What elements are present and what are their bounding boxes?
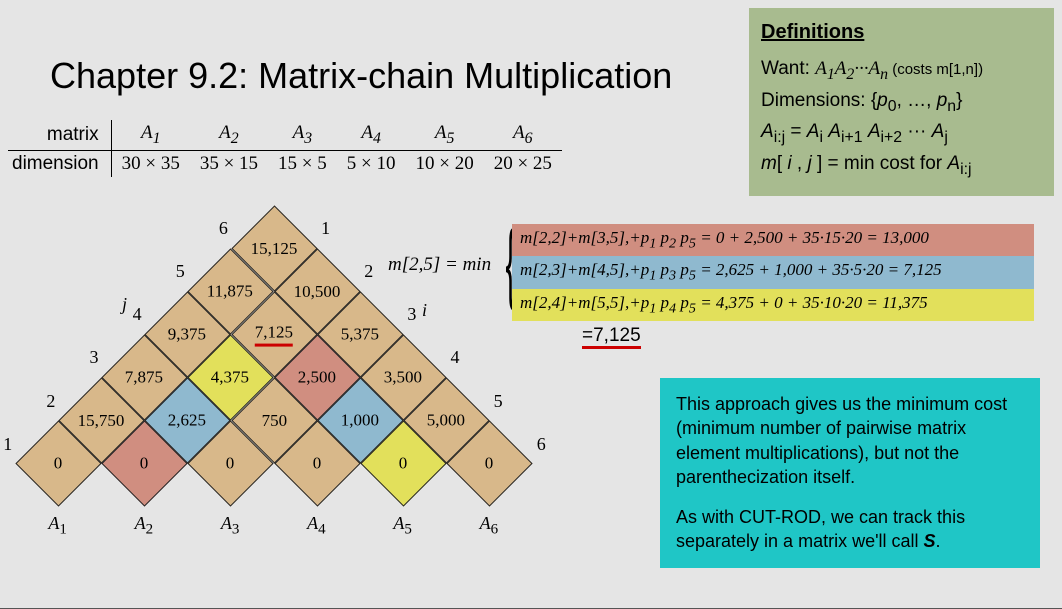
dim-row-dimension: dimension 30 × 35 35 × 15 15 × 5 5 × 10 …: [8, 150, 562, 177]
note-p2: As with CUT-ROD, we can track this separ…: [676, 505, 1024, 554]
dp-triangle: m j i 15,12511,87510,5009,3757,1255,3757…: [22, 210, 582, 590]
j-index: 6: [219, 218, 228, 239]
explanation-note: This approach gives us the minimum cost …: [660, 378, 1040, 568]
min-case-row: m[2,4]+m[5,5],+p1 p4 p5 = 4,375 + 0 + 35…: [512, 289, 1034, 321]
matrix-label: A5: [393, 513, 412, 539]
definitions-panel: Definitions Want: A1A2···An (costs m[1,n…: [749, 8, 1054, 196]
def-want: Want: A1A2···An (costs m[1,n]): [761, 55, 1042, 87]
matrix-label: A1: [48, 513, 67, 539]
i-index: 4: [451, 347, 460, 368]
matrix-label: A2: [135, 513, 154, 539]
note-p1: This approach gives us the minimum cost …: [676, 392, 1024, 489]
j-index: 1: [3, 434, 12, 455]
min-case-row: m[2,3]+m[4,5],+p1 p3 p5 = 2,625 + 1,000 …: [512, 256, 1034, 288]
i-index: 3: [407, 304, 416, 325]
matrix-label: A3: [221, 513, 240, 539]
matrix-label: A4: [307, 513, 326, 539]
i-label: i: [422, 300, 427, 321]
matrix-label: A6: [480, 513, 499, 539]
min-result: =7,125: [582, 325, 641, 347]
def-want-expr: A1A2···An: [815, 58, 888, 79]
i-index: 6: [537, 434, 546, 455]
j-index: 2: [46, 391, 55, 412]
def-mij: m[ i , j ] = min cost for Ai:j: [761, 150, 1042, 182]
j-index: 3: [89, 347, 98, 368]
j-index: 4: [133, 304, 142, 325]
i-index: 5: [494, 391, 503, 412]
j-index: 5: [176, 261, 185, 282]
dimension-table: matrix A1 A2 A3 A4 A5 A6 dimension 30 × …: [8, 120, 562, 177]
j-label: j: [122, 294, 127, 315]
min-case-row: m[2,2]+m[3,5],+p1 p2 p5 = 0 + 2,500 + 35…: [512, 224, 1034, 256]
def-dimensions: Dimensions: {p0, …, pn}: [761, 87, 1042, 119]
i-index: 2: [364, 261, 373, 282]
dim-row-matrix: matrix A1 A2 A3 A4 A5 A6: [8, 120, 562, 150]
def-aij: Ai:j = Ai Ai+1 Ai+2 ··· Aj: [761, 118, 1042, 150]
definitions-heading: Definitions: [761, 18, 1042, 47]
min-cases: m[2,2]+m[3,5],+p1 p2 p5 = 0 + 2,500 + 35…: [512, 224, 1034, 321]
page-title: Chapter 9.2: Matrix-chain Multiplication: [50, 55, 672, 97]
i-index: 1: [321, 218, 330, 239]
